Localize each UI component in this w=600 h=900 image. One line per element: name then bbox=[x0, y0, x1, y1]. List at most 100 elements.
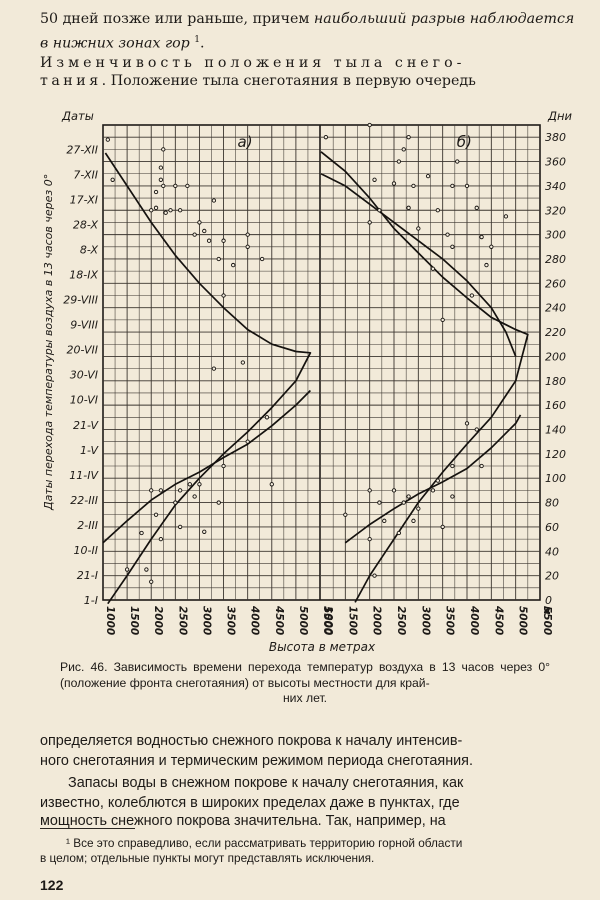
text-span: . Положение тыла снеготаяния в первую оч… bbox=[101, 73, 476, 89]
x-tick-label: 1500 bbox=[128, 606, 140, 635]
curve-line bbox=[320, 172, 517, 357]
y-tick-label-left: 29-VIII bbox=[63, 294, 98, 307]
data-point bbox=[323, 135, 329, 140]
y-tick-label-left: 10-VI bbox=[70, 394, 98, 407]
curve-line bbox=[320, 151, 529, 603]
data-point bbox=[269, 482, 274, 487]
y-tick-label-right: 180 bbox=[545, 375, 566, 388]
y-tick-label-right: 320 bbox=[545, 204, 566, 217]
x-tick-label: 5000 bbox=[297, 606, 309, 635]
y-tick-label-left: 2-III bbox=[77, 519, 98, 532]
data-point bbox=[367, 220, 372, 225]
y-tick-label-left: 21-I bbox=[77, 569, 98, 582]
data-point bbox=[139, 530, 144, 536]
y-tick-label-right: 120 bbox=[545, 448, 566, 461]
footnote-line: в целом; отдельные пункты могут представ… bbox=[40, 851, 375, 865]
x-tick-label: 4500 bbox=[273, 605, 285, 635]
data-point bbox=[259, 256, 265, 262]
y-tick-label-left: 10-II bbox=[74, 544, 98, 557]
y-tick-label-left: 18-IX bbox=[69, 269, 98, 282]
x-tick-label: 2500 bbox=[395, 606, 407, 635]
data-point bbox=[110, 177, 115, 182]
x-tick-label: 4500 bbox=[492, 605, 504, 635]
y-tick-label-left: 1-V bbox=[80, 444, 100, 457]
data-point bbox=[382, 518, 387, 523]
y-tick-label-left: 22-III bbox=[70, 494, 98, 507]
data-point bbox=[367, 122, 372, 128]
x-tick-label: 5500 bbox=[541, 606, 553, 635]
data-point bbox=[197, 220, 202, 225]
data-point bbox=[484, 262, 489, 268]
y-tick-label-right: 160 bbox=[545, 399, 566, 412]
data-point bbox=[161, 183, 166, 189]
right-axis-title: Дни bbox=[547, 109, 573, 123]
data-point bbox=[187, 482, 192, 487]
y-tick-label-right: 0 bbox=[545, 594, 552, 607]
y-tick-label-left: 30-VI bbox=[70, 369, 98, 382]
data-point bbox=[185, 183, 190, 189]
x-tick-label: 4000 bbox=[468, 605, 480, 635]
paragraph-line: Запасы воды в снежном покрове к началу с… bbox=[68, 775, 464, 791]
data-point bbox=[401, 147, 406, 152]
x-tick-label: 3500 bbox=[444, 606, 456, 635]
section-run-in-heading-end: тания bbox=[40, 73, 102, 89]
data-point bbox=[202, 228, 207, 234]
x-tick-label: 3000 bbox=[419, 606, 431, 635]
y-tick-label-right: 360 bbox=[545, 156, 566, 169]
data-point bbox=[396, 530, 402, 536]
data-point bbox=[211, 198, 217, 203]
text-span: 50 дней позже или раньше, причем bbox=[40, 11, 314, 27]
x-tick-label: 2000 bbox=[152, 606, 164, 635]
data-point bbox=[445, 232, 450, 237]
y-tick-label-left: 7-XII bbox=[73, 168, 98, 181]
data-point bbox=[367, 536, 372, 542]
data-point bbox=[245, 439, 250, 444]
x-tick-label: 5500 bbox=[321, 606, 333, 635]
text-line-4: тания. Положение тыла снеготаяния в перв… bbox=[40, 72, 560, 90]
footnote-marker: 1 bbox=[194, 35, 201, 45]
data-point bbox=[396, 159, 402, 164]
x-tick-label: 2000 bbox=[371, 606, 383, 635]
text-line-3: Изменчивость положения тыла снего- bbox=[40, 54, 560, 72]
data-point bbox=[474, 427, 479, 432]
data-point bbox=[377, 208, 382, 213]
data-point bbox=[430, 488, 436, 493]
data-point bbox=[124, 567, 130, 572]
data-point bbox=[377, 500, 382, 505]
paragraph-line: определяется водностью снежного покрова … bbox=[40, 733, 463, 749]
data-point bbox=[479, 234, 484, 240]
data-point bbox=[158, 488, 164, 493]
y-tick-label-right: 260 bbox=[545, 277, 566, 290]
data-point bbox=[149, 579, 154, 584]
data-point bbox=[406, 135, 411, 140]
y-tick-label-right: 60 bbox=[545, 521, 559, 534]
caption-text-end: них лет. bbox=[282, 691, 328, 705]
y-axis-label-left: Даты перехода температуры воздуха в 13 ч… bbox=[42, 174, 55, 511]
x-tick-label: 3000 bbox=[200, 606, 212, 635]
y-tick-label-left: 28-X bbox=[73, 218, 99, 231]
data-point bbox=[430, 266, 436, 271]
text-span: . bbox=[200, 35, 205, 52]
data-point bbox=[474, 205, 479, 210]
y-tick-label-left: 20-VII bbox=[66, 344, 98, 357]
data-point bbox=[391, 181, 397, 186]
data-point bbox=[202, 529, 207, 534]
y-tick-label-right: 280 bbox=[545, 253, 566, 266]
data-point bbox=[264, 415, 270, 420]
x-tick-label: 5000 bbox=[517, 606, 529, 635]
y-tick-label-right: 240 bbox=[545, 302, 566, 315]
data-point bbox=[216, 256, 221, 262]
data-point bbox=[153, 189, 159, 195]
figure-46-chart: а)1000 1500 2000 2500 3000 3500 4000 4500 5000 55… bbox=[42, 109, 573, 654]
data-point bbox=[173, 183, 178, 189]
curve-line bbox=[344, 414, 522, 544]
x-tick-label: 1000 bbox=[322, 606, 334, 635]
data-point bbox=[221, 463, 226, 469]
data-point bbox=[158, 165, 164, 170]
page-number: 122 bbox=[40, 877, 64, 893]
data-point bbox=[149, 208, 154, 213]
figure-caption: Рис. 46. Зависимость времени перехода те… bbox=[60, 660, 550, 707]
y-tick-label-right: 220 bbox=[545, 326, 566, 339]
paragraph-line: мощность снежного покрова значительна. Т… bbox=[40, 813, 446, 829]
